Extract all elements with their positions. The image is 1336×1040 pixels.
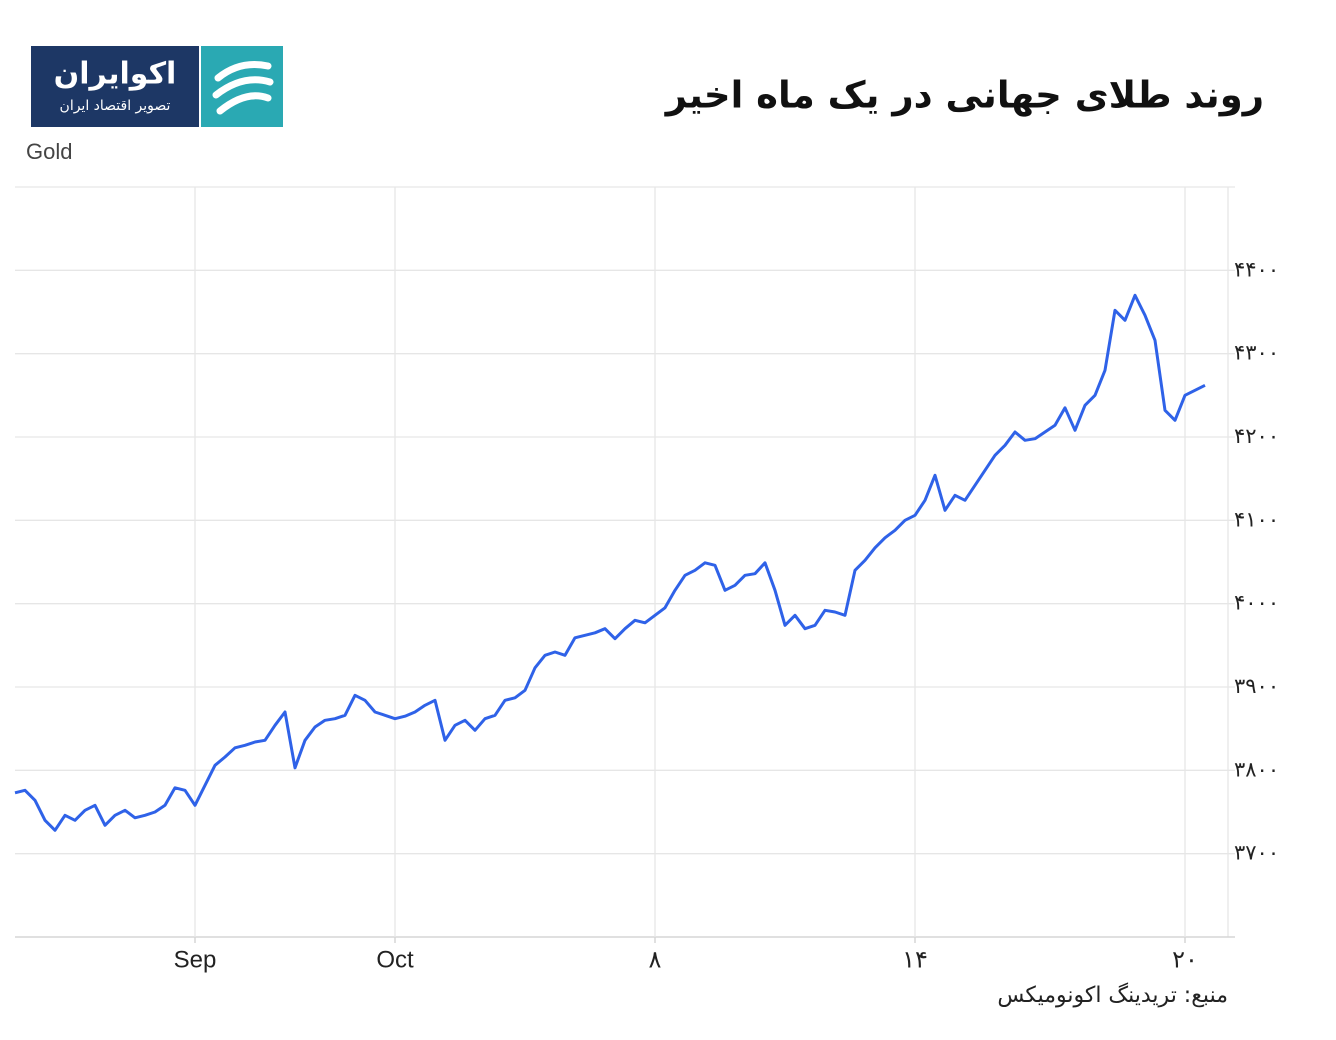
logo-icon-box: [201, 46, 283, 127]
source: منبع: تریدینگ اکونومیکس: [997, 982, 1228, 1008]
y-axis-label: Gold: [26, 139, 72, 164]
logo-box: [31, 46, 199, 127]
x-tick-label: ۱۴: [902, 946, 928, 973]
x-tick-label: Sep: [174, 946, 217, 973]
logo-name: اکوایران: [54, 57, 177, 92]
x-tick-label: ۸: [649, 946, 662, 973]
y-tick-label: ۴۳۰۰: [1234, 341, 1279, 365]
x-tick-label: ۲۰: [1172, 946, 1198, 973]
y-tick-label: ۴۴۰۰: [1234, 257, 1279, 281]
logo-icon: [212, 61, 274, 115]
chart-title: روند طلای جهانی در یک ماه اخیر: [664, 74, 1264, 117]
x-tick-label: Oct: [376, 946, 414, 973]
y-tick-label: ۴۲۰۰: [1234, 424, 1279, 448]
y-tick-label: ۳۹۰۰: [1234, 674, 1279, 698]
y-tick-label: ۴۱۰۰: [1234, 507, 1279, 531]
price-line: [14, 293, 1206, 832]
y-tick-label: ۳۸۰۰: [1234, 757, 1279, 781]
y-tick-label: ۳۷۰۰: [1234, 841, 1279, 865]
logo-tagline: تصویر اقتصاد ایران: [60, 98, 171, 114]
y-tick-label: ۴۰۰۰: [1234, 591, 1279, 615]
